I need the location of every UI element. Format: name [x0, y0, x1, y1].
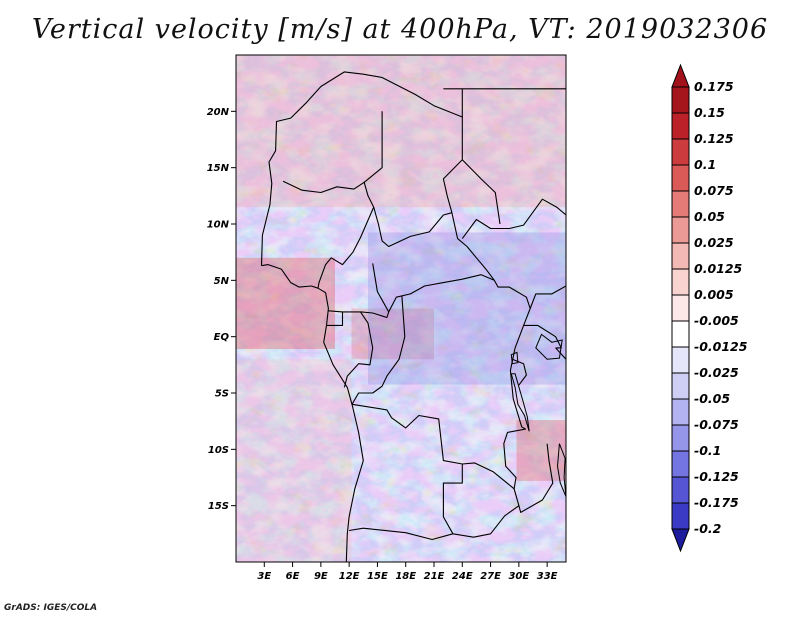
- border-line-21: [461, 159, 501, 225]
- lake-kivu: [510, 351, 519, 365]
- border-line-10: [351, 296, 406, 405]
- colorbar-segment: [671, 320, 690, 348]
- country-borders: [260, 71, 566, 562]
- border-line-1: [261, 264, 319, 289]
- colorbar-label: 0.05: [694, 209, 725, 224]
- border-line-0: [317, 287, 364, 562]
- chart-title: Vertical velocity [m/s] at 400hPa, VT: 2…: [31, 14, 769, 45]
- colorbar-segment: [671, 112, 690, 140]
- field-region-1: [236, 257, 335, 350]
- lon-tick-label: 24E: [452, 571, 473, 582]
- border-line-9: [343, 311, 374, 388]
- lake-malawi: [556, 443, 566, 497]
- colorbar-segment: [671, 268, 690, 296]
- colorbar-segment: [671, 372, 690, 400]
- border-line-4: [363, 111, 383, 183]
- border-line-15: [461, 198, 566, 239]
- border-line-17: [529, 285, 566, 309]
- map-frame: [235, 54, 567, 563]
- colorbar-label: 0.15: [694, 105, 725, 120]
- colorbar-label: -0.1: [694, 443, 721, 458]
- field-region-2: [351, 308, 434, 360]
- lat-tick-label: EQ: [214, 332, 230, 343]
- border-line-13: [452, 488, 520, 538]
- colorbar-segment: [671, 86, 690, 114]
- colorbar-label: -0.075: [694, 417, 739, 432]
- colorbar-segment: [671, 346, 690, 374]
- colorbar-label: 0.025: [694, 235, 734, 250]
- lon-tick-label: 3E: [257, 571, 271, 582]
- lat-tick-label: 15S: [208, 501, 229, 512]
- colorbar-top-arrow: [671, 63, 690, 88]
- colorbar: 0.175 0.15 0.125 0.1 0.075 0.05 0.025 0.0125 0.0…: [671, 63, 748, 553]
- lon-tick-label: 12E: [339, 571, 360, 582]
- lat-tick-label: 20N: [207, 107, 230, 118]
- lon-tick-label: 9E: [314, 571, 328, 582]
- border-line-14: [518, 443, 554, 513]
- field-texture: [236, 55, 566, 562]
- colorbar-segment: [671, 164, 690, 192]
- border-line-20: [555, 347, 566, 360]
- lon-tick-label: 33E: [537, 571, 558, 582]
- lat-tick-label: 10N: [207, 220, 230, 231]
- border-line-18: [523, 324, 562, 349]
- lon-tick-label: 21E: [424, 571, 445, 582]
- lake-tanganyika: [510, 373, 530, 432]
- lon-tick-label: 6E: [286, 571, 300, 582]
- colorbar-label: -0.175: [694, 495, 739, 510]
- grads-credit: GrADS: IGES/COLA: [4, 603, 98, 613]
- colorbar-label: -0.05: [694, 391, 730, 406]
- colorbar-label: 0.075: [694, 183, 734, 198]
- lat-tick-label: 5S: [215, 389, 229, 400]
- colorbar-label: 0.1: [694, 157, 716, 172]
- lat-tick-label: 5N: [214, 276, 230, 287]
- lon-tick-label: 18E: [395, 571, 416, 582]
- lon-tick-label: 15E: [367, 571, 388, 582]
- field-region-4: [368, 232, 566, 385]
- colorbar-label: 0.125: [694, 131, 734, 146]
- colorbar-segment: [671, 450, 690, 478]
- border-line-5: [373, 206, 453, 248]
- colorbar-label: -0.0125: [694, 339, 748, 354]
- colorbar-label: -0.125: [694, 469, 739, 484]
- border-line-16: [457, 238, 495, 281]
- colorbar-label: -0.005: [694, 313, 739, 328]
- longitude-axis: 3E 6E 9E 12E 15E 18E 21E 24E 27E 30E 33E: [257, 562, 558, 582]
- colorbar-bottom-arrow: [671, 528, 690, 553]
- colorbar-segment: [671, 242, 690, 270]
- field-region-0: [236, 55, 566, 208]
- field-region-3: [236, 359, 352, 562]
- colorbar-label: -0.025: [694, 365, 739, 380]
- border-line-8: [326, 311, 344, 326]
- colorbar-label: 0.005: [694, 287, 734, 302]
- colorbar-label: 0.0125: [694, 261, 743, 276]
- border-line-2: [260, 71, 463, 266]
- lat-tick-label: 15N: [207, 163, 230, 174]
- border-line-12: [462, 308, 531, 490]
- colorbar-segment: [671, 424, 690, 452]
- lake-victoria: [535, 333, 563, 360]
- colorbar-label: 0.175: [694, 79, 734, 94]
- lon-tick-label: 30E: [508, 571, 529, 582]
- velocity-field: [236, 55, 566, 562]
- latitude-axis: 20N 15N 10N 5N EQ 5S 10S 15S: [207, 107, 236, 512]
- colorbar-segment: [671, 502, 690, 530]
- border-line-7: [328, 310, 390, 319]
- lat-tick-label: 10S: [208, 445, 229, 456]
- colorbar-segment: [671, 138, 690, 166]
- colorbar-segment: [671, 216, 690, 244]
- border-line-6: [372, 263, 531, 313]
- colorbar-segment: [671, 398, 690, 426]
- colorbar-segment: [671, 476, 690, 504]
- colorbar-label: -0.2: [694, 521, 721, 536]
- colorbar-segment: [671, 190, 690, 218]
- colorbar-segment: [671, 294, 690, 322]
- lon-tick-label: 27E: [480, 571, 501, 582]
